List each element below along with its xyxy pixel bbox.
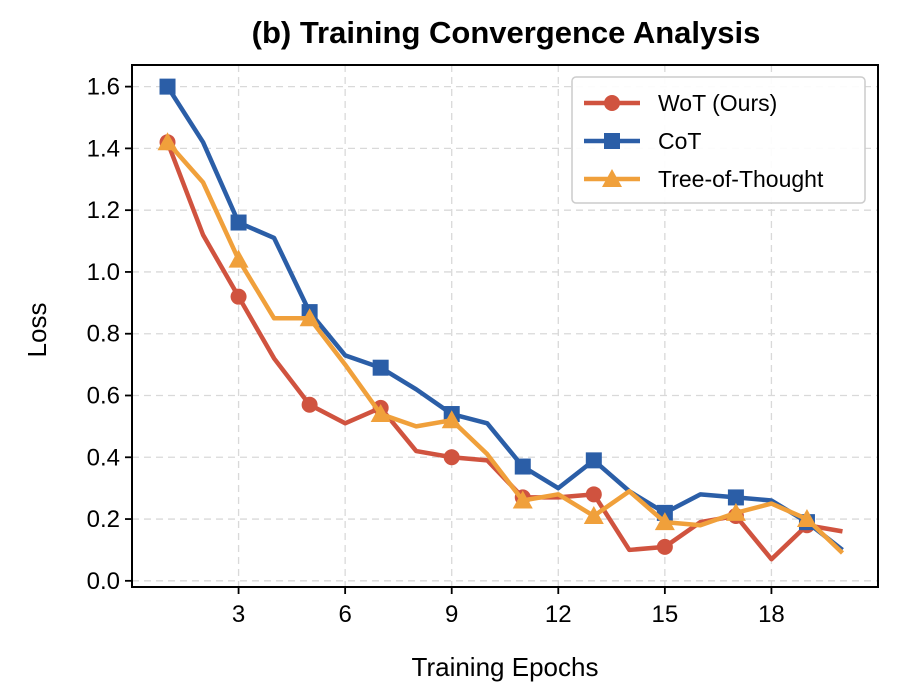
- cot-point: [159, 78, 176, 95]
- x-axis-label: Training Epochs: [412, 652, 599, 682]
- y-tick-label: 1.2: [87, 197, 120, 224]
- wot-ours-point: [443, 449, 460, 466]
- tree-of-thought-point: [583, 505, 604, 524]
- cot-point: [727, 489, 744, 506]
- chart-title: (b) Training Convergence Analysis: [252, 15, 761, 50]
- plot-frame: [131, 64, 879, 588]
- legend-marker: [604, 133, 620, 149]
- tree-of-thought-point: [299, 308, 320, 327]
- legend-item-cot: CoT: [584, 128, 701, 154]
- tree-of-thought-point: [228, 249, 249, 268]
- y-tick-label: 1.6: [87, 74, 120, 101]
- legend: WoT (Ours) CoT Tree-of-Thought: [571, 76, 866, 204]
- y-axis-label: Loss: [22, 303, 52, 358]
- cot-point: [230, 214, 247, 231]
- legend-marker: [602, 169, 622, 187]
- y-tick-label: 0.4: [87, 444, 120, 471]
- x-tick-label: 12: [545, 601, 572, 628]
- legend-item-tree-of-thought: Tree-of-Thought: [584, 166, 824, 192]
- x-tick-label: 9: [445, 601, 458, 628]
- tree-of-thought-point: [654, 512, 675, 531]
- wot-ours-point: [585, 486, 602, 503]
- legend-label: WoT (Ours): [658, 90, 777, 116]
- y-tick-label: 0.2: [87, 506, 120, 533]
- wot-ours-point: [230, 288, 247, 305]
- tree-of-thought-point: [512, 490, 533, 509]
- tree-of-thought-point: [157, 132, 178, 151]
- x-tick-label: 3: [232, 601, 245, 628]
- y-tick-label: 1.0: [87, 259, 120, 286]
- series-tree-of-thought: [157, 132, 845, 555]
- x-tick-label: 18: [758, 601, 785, 628]
- x-tick-label: 6: [338, 601, 351, 628]
- y-tick-label: 0.6: [87, 382, 120, 409]
- y-tick-label: 0.0: [87, 568, 120, 595]
- legend-frame: [571, 76, 866, 204]
- cot-point: [514, 458, 531, 475]
- y-tick-label: 0.8: [87, 321, 120, 348]
- y-tick-label: 1.4: [87, 135, 120, 162]
- tree-of-thought-point: [441, 410, 462, 429]
- tree-of-thought-point: [370, 404, 391, 423]
- wot-ours-point: [656, 538, 673, 555]
- legend-item-wot-ours: WoT (Ours): [584, 90, 777, 116]
- series-layer: [157, 78, 845, 562]
- cot-point: [585, 452, 602, 469]
- tree-of-thought-point: [796, 509, 817, 528]
- legend-label: Tree-of-Thought: [658, 166, 824, 192]
- tree-of-thought-point: [725, 502, 746, 521]
- tick-layer: 0.0 0.2 0.4 0.6 0.8 1.0 1.2 1.4 1.6 3 6 9 12 15 18: [87, 74, 785, 628]
- x-tick-label: 15: [652, 601, 679, 628]
- legend-marker: [604, 95, 620, 111]
- wot-ours-point: [301, 396, 318, 413]
- cot-point: [372, 359, 389, 376]
- legend-label: CoT: [658, 128, 701, 154]
